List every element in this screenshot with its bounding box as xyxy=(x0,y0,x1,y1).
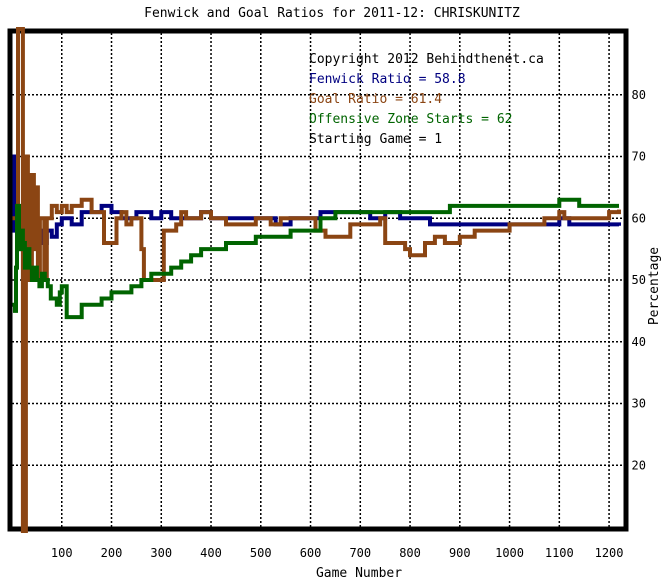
y-tick-label: 50 xyxy=(632,273,646,287)
x-axis-tick-labels: 100 200 300 400 500 600 700 800 900 1000 1100 1200 xyxy=(51,546,624,560)
x-tick-label: 1000 xyxy=(495,546,524,560)
plot-area: Copyright 2012 Behindthenet.ca Fenwick Ra… xyxy=(7,27,629,533)
y-tick-label: 70 xyxy=(632,150,646,164)
annotation-line: Starting Game = 1 xyxy=(309,132,442,147)
x-tick-label: 900 xyxy=(449,546,471,560)
data-series xyxy=(12,27,621,533)
annotation-line: Fenwick Ratio = 58.8 xyxy=(309,72,466,87)
y-tick-label: 60 xyxy=(632,211,646,225)
x-tick-label: 1100 xyxy=(545,546,574,560)
y-tick-label: 30 xyxy=(632,397,646,411)
x-tick-label: 300 xyxy=(150,546,172,560)
y-tick-label: 40 xyxy=(632,335,646,349)
legend-annotations: Copyright 2012 Behindthenet.ca Fenwick Ra… xyxy=(309,52,544,147)
x-tick-label: 600 xyxy=(300,546,322,560)
x-tick-label: 800 xyxy=(399,546,421,560)
x-tick-label: 500 xyxy=(250,546,272,560)
y-tick-label: 20 xyxy=(632,458,646,472)
x-axis-label: Game Number xyxy=(316,566,402,580)
y-axis-tick-labels: 20 30 40 50 60 70 80 xyxy=(632,88,646,473)
x-tick-label: 1200 xyxy=(595,546,624,560)
chart-title: Fenwick and Goal Ratios for 2011-12: CHR… xyxy=(144,6,520,21)
x-tick-label: 200 xyxy=(101,546,123,560)
series-line-ozs xyxy=(12,197,619,320)
x-tick-label: 700 xyxy=(349,546,371,560)
x-tick-label: 400 xyxy=(200,546,222,560)
y-axis-label: Percentage xyxy=(647,247,662,325)
annotation-line: Goal Ratio = 61.4 xyxy=(309,92,442,107)
y-tick-label: 80 xyxy=(632,88,646,102)
annotation-line: Copyright 2012 Behindthenet.ca xyxy=(309,52,544,67)
annotation-line: Offensive Zone Starts = 62 xyxy=(309,112,513,127)
x-tick-label: 100 xyxy=(51,546,73,560)
